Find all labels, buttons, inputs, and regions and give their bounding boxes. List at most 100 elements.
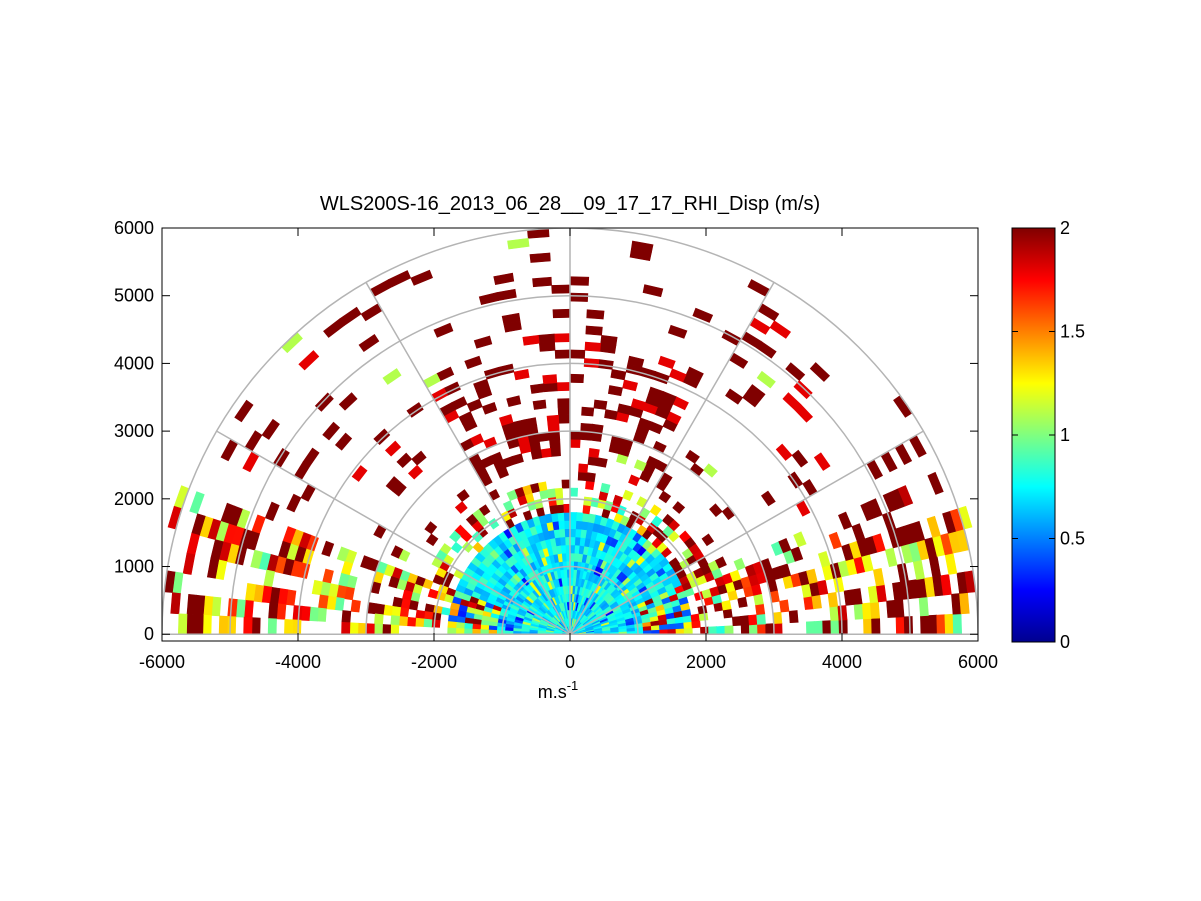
- data-cell: [357, 622, 367, 635]
- data-cell: [202, 614, 212, 635]
- data-cell: [532, 399, 547, 410]
- data-cell: [569, 438, 581, 448]
- data-cell: [657, 355, 676, 370]
- data-cell: [336, 546, 350, 562]
- data-cell: [424, 521, 438, 535]
- data-cell: [374, 613, 384, 625]
- data-cell: [392, 596, 403, 608]
- y-axis: 0 1000 2000 3000 4000 5000 6000: [114, 218, 978, 644]
- colorbar-tick-label: 0: [1060, 632, 1070, 652]
- data-cell: [871, 617, 881, 635]
- data-cell: [692, 307, 714, 323]
- data-cell: [480, 624, 490, 631]
- y-tick-label: 5000: [114, 286, 154, 306]
- data-cell: [540, 448, 552, 459]
- data-cell: [756, 613, 766, 625]
- data-cell: [722, 608, 733, 619]
- data-cell: [554, 349, 571, 359]
- data-cell: [427, 588, 439, 599]
- data-cell: [334, 432, 353, 451]
- data-cell: [308, 606, 319, 622]
- data-cell: [737, 596, 748, 608]
- data-cell: [391, 605, 402, 617]
- data-cell: [465, 513, 479, 527]
- angle-spoke: [569, 430, 924, 635]
- data-cell: [685, 366, 704, 382]
- data-cell: [251, 617, 261, 635]
- data-cell: [779, 599, 790, 613]
- data-cell: [867, 498, 883, 519]
- data-cell: [186, 613, 196, 635]
- colorbar-tick-label: 1.5: [1060, 322, 1085, 342]
- data-cell: [740, 624, 750, 635]
- data-cell: [300, 605, 311, 621]
- data-cell: [358, 333, 380, 353]
- data-cell: [863, 618, 873, 635]
- data-cell: [755, 603, 766, 616]
- data-cell: [381, 624, 392, 635]
- data-cell: [667, 324, 688, 339]
- data-cell: [423, 611, 434, 621]
- data-cell: [318, 594, 329, 610]
- data-cell: [556, 382, 571, 392]
- data-cell: [569, 487, 579, 497]
- data-cell: [542, 374, 558, 385]
- data-cell: [733, 557, 746, 571]
- data-cell: [630, 398, 646, 411]
- data-cell: [642, 284, 664, 298]
- data-cell: [765, 623, 775, 635]
- data-cell: [700, 626, 710, 635]
- data-cell: [630, 240, 654, 254]
- data-cell: [773, 622, 783, 635]
- data-cell: [952, 613, 963, 635]
- data-cell: [837, 605, 848, 621]
- data-cell: [675, 627, 685, 635]
- data-cell: [360, 555, 373, 570]
- data-cell: [703, 463, 718, 478]
- data-cell: [415, 609, 426, 620]
- data-cell: [587, 456, 599, 467]
- data-cell: [543, 382, 558, 393]
- data-cell: [573, 544, 580, 554]
- data-cell: [286, 493, 302, 513]
- data-cell: [433, 322, 454, 338]
- data-cell: [550, 447, 561, 457]
- data-cell: [715, 556, 727, 569]
- data-cell: [506, 395, 522, 407]
- data-cell: [538, 341, 556, 352]
- data-cell: [581, 512, 590, 523]
- data-cell: [390, 545, 404, 559]
- data-cell: [351, 465, 368, 482]
- x-axis: -6000 -4000 -2000 0 2000 4000 6000: [139, 228, 998, 672]
- data-cell: [697, 605, 708, 615]
- angle-spoke: [365, 282, 571, 635]
- data-cell: [414, 617, 425, 627]
- data-cell: [853, 603, 864, 620]
- data-cell: [721, 600, 732, 611]
- data-cell: [586, 309, 605, 320]
- data-cell: [562, 503, 571, 513]
- data-cell: [390, 615, 400, 626]
- data-cell: [564, 536, 571, 546]
- data-cell: [607, 385, 623, 397]
- data-cell: [341, 610, 352, 624]
- data-cell: [690, 613, 701, 622]
- data-cell: [869, 601, 881, 619]
- data-cell: [390, 624, 400, 635]
- data-cell: [585, 480, 595, 491]
- x-tick-label: 4000: [822, 652, 862, 672]
- data-cell: [530, 383, 545, 394]
- data-cell: [785, 362, 806, 382]
- data-cell: [454, 501, 468, 514]
- data-cell: [724, 625, 734, 635]
- data-cell: [569, 536, 576, 546]
- data-cell: [691, 620, 701, 629]
- data-cell: [501, 312, 521, 325]
- data-cell: [659, 628, 669, 635]
- data-cell: [668, 557, 680, 569]
- data-cell: [276, 603, 287, 620]
- data-cell: [471, 628, 481, 635]
- polar-grid: [162, 228, 978, 635]
- data-cell: [373, 623, 383, 635]
- data-cell: [756, 370, 776, 389]
